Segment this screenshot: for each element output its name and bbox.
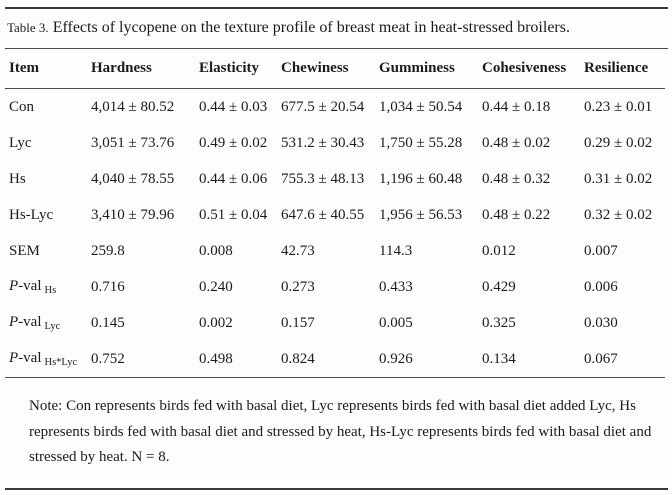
data-cell: 677.5 ± 20.54 <box>281 98 365 115</box>
bottom-rule <box>5 487 668 490</box>
bottom-rule-wrap <box>5 487 668 490</box>
row-item-label-part: SEM <box>9 242 40 259</box>
data-cell: 1,034 ± 50.54 <box>379 98 463 115</box>
data-cell: 0.31 ± 0.02 <box>584 170 653 187</box>
table-title: Effects of lycopene on the texture profi… <box>52 19 570 36</box>
data-cell: 0.48 ± 0.02 <box>482 134 551 151</box>
table-row: P-val Hs*Lyc 0.752 0.498 0.824 0.926 0.134 0.06… <box>5 341 665 378</box>
data-cell: 42.73 <box>281 242 315 259</box>
row-item-label: P-val Hs*Lyc <box>5 341 91 378</box>
data-cell: 0.44 ± 0.03 <box>199 98 268 115</box>
row-item-label-part: Hs-Lyc <box>9 206 54 223</box>
data-cell: 0.145 <box>91 314 125 331</box>
data-cell: 0.157 <box>281 314 315 331</box>
row-item-label: Hs-Lyc <box>5 197 91 233</box>
column-header-item: Item <box>5 49 91 89</box>
row-item-label-part: Hs <box>9 170 26 187</box>
data-cell: 0.002 <box>199 314 233 331</box>
data-cell: 0.429 <box>482 278 516 295</box>
texture-profile-table: Item Hardness Elasticity Chewiness Gumminess… <box>5 49 665 378</box>
row-item-label-part: -val <box>18 277 42 294</box>
data-cell: 0.48 ± 0.32 <box>482 170 551 187</box>
caption-rule <box>5 48 668 49</box>
row-item-label: Con <box>5 89 91 126</box>
column-header-cohesiveness: Cohesiveness <box>482 49 584 89</box>
data-cell: 0.44 ± 0.18 <box>482 98 551 115</box>
data-cell: 0.49 ± 0.02 <box>199 134 268 151</box>
row-item-label: Lyc <box>5 125 91 161</box>
data-cell: 0.29 ± 0.02 <box>584 134 653 151</box>
data-cell: 531.2 ± 30.43 <box>281 134 365 151</box>
row-item-label-part: Hs <box>44 285 57 297</box>
data-cell: 0.48 ± 0.22 <box>482 206 551 223</box>
row-item-label-part: P <box>9 313 19 330</box>
row-item-label-part: -val <box>18 313 42 330</box>
row-item-label-part: Con <box>9 98 35 115</box>
column-header-resilience: Resilience <box>584 49 665 89</box>
column-header-chewiness: Chewiness <box>281 49 379 89</box>
data-cell: 0.006 <box>584 278 618 295</box>
table-row: Hs-Lyc 3,410 ± 79.96 0.51 ± 0.04 647.6 ± 40… <box>5 197 665 233</box>
data-cell: 647.6 ± 40.55 <box>281 206 365 223</box>
table-note: Note: Con represents birds fed with basa… <box>29 398 652 465</box>
data-cell: 0.007 <box>584 242 618 259</box>
row-item-label: P-val Hs <box>5 269 91 305</box>
data-cell: 0.23 ± 0.01 <box>584 98 653 115</box>
row-item-label-part: -val <box>18 349 42 366</box>
data-cell: 1,956 ± 56.53 <box>379 206 463 223</box>
data-cell: 0.433 <box>379 278 413 295</box>
data-cell: 0.012 <box>482 242 516 259</box>
table-caption: Table 3. Effects of lycopene on the text… <box>5 9 668 48</box>
data-cell: 0.240 <box>199 278 233 295</box>
data-cell: 0.005 <box>379 314 413 331</box>
table-row: Lyc 3,051 ± 73.76 0.49 ± 0.02 531.2 ± 30.43… <box>5 125 665 161</box>
row-item-label: SEM <box>5 233 91 269</box>
row-item-label-part: P <box>9 277 19 294</box>
table-number-label: Table 3. <box>7 20 49 35</box>
data-cell: 0.498 <box>199 350 233 367</box>
row-item-label: Hs <box>5 161 91 197</box>
paper-table-figure: Table 3. Effects of lycopene on the text… <box>5 7 668 490</box>
data-cell: 755.3 ± 48.13 <box>281 170 365 187</box>
data-cell: 4,040 ± 78.55 <box>91 170 175 187</box>
top-rule <box>5 7 668 9</box>
row-item-label-part: Lyc <box>9 134 32 151</box>
data-cell: 1,196 ± 60.48 <box>379 170 463 187</box>
data-cell: 0.030 <box>584 314 618 331</box>
data-cell: 0.325 <box>482 314 516 331</box>
table-body: Con 4,014 ± 80.52 0.44 ± 0.03 677.5 ± 20.54… <box>5 89 665 378</box>
data-cell: 0.008 <box>199 242 233 259</box>
data-cell: 0.273 <box>281 278 315 295</box>
data-cell: 114.3 <box>379 242 413 259</box>
data-cell: 3,410 ± 79.96 <box>91 206 175 223</box>
data-cell: 1,750 ± 55.28 <box>379 134 463 151</box>
data-cell: 0.926 <box>379 350 413 367</box>
table-row: Con 4,014 ± 80.52 0.44 ± 0.03 677.5 ± 20.54… <box>5 89 665 126</box>
data-cell: 0.824 <box>281 350 315 367</box>
data-cell: 0.44 ± 0.06 <box>199 170 268 187</box>
row-item-label-part: Hs*Lyc <box>44 357 78 369</box>
data-cell: 0.51 ± 0.04 <box>199 206 268 223</box>
data-cell: 0.067 <box>584 350 618 367</box>
data-cell: 0.134 <box>482 350 516 367</box>
table-row: P-val Hs 0.716 0.240 0.273 0.433 0.429 0.006 <box>5 269 665 305</box>
data-cell: 0.32 ± 0.02 <box>584 206 653 223</box>
column-header-gumminess: Gumminess <box>379 49 482 89</box>
data-cell: 3,051 ± 73.76 <box>91 134 175 151</box>
row-item-label: P-val Lyc <box>5 305 91 341</box>
column-header-elasticity: Elasticity <box>199 49 281 89</box>
table-row: SEM 259.8 0.008 42.73 114.3 0.012 0.007 <box>5 233 665 269</box>
table-row: Hs 4,040 ± 78.55 0.44 ± 0.06 755.3 ± 48.13 1… <box>5 161 665 197</box>
data-cell: 0.716 <box>91 278 125 295</box>
row-item-label-part: P <box>9 349 19 366</box>
data-cell: 0.752 <box>91 350 125 367</box>
data-cell: 259.8 <box>91 242 125 259</box>
row-item-label-part: Lyc <box>44 321 61 333</box>
column-header-hardness: Hardness <box>91 49 199 89</box>
table-header: Item Hardness Elasticity Chewiness Gumminess… <box>5 49 665 89</box>
data-cell: 4,014 ± 80.52 <box>91 98 175 115</box>
table-row: P-val Lyc 0.145 0.002 0.157 0.005 0.325 0.030 <box>5 305 665 341</box>
header-row: Item Hardness Elasticity Chewiness Gumminess… <box>5 49 665 89</box>
